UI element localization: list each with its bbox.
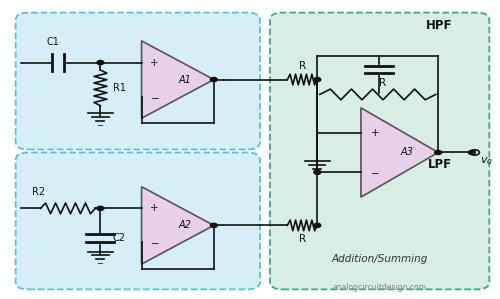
Circle shape xyxy=(97,60,104,65)
Text: A3: A3 xyxy=(401,147,413,158)
Text: R1: R1 xyxy=(113,83,126,93)
Text: HPF: HPF xyxy=(426,19,452,32)
Text: $-$: $-$ xyxy=(313,169,322,178)
Text: +: + xyxy=(370,128,379,138)
Text: analogcircuitdesign.com: analogcircuitdesign.com xyxy=(332,283,426,292)
Text: C1: C1 xyxy=(46,37,60,47)
Text: R: R xyxy=(299,234,306,244)
FancyBboxPatch shape xyxy=(16,13,260,150)
Text: $v_o$: $v_o$ xyxy=(480,155,494,167)
Text: C2: C2 xyxy=(113,233,126,243)
Text: R: R xyxy=(379,77,386,88)
Text: $-$: $-$ xyxy=(96,119,104,128)
Circle shape xyxy=(314,170,321,174)
Circle shape xyxy=(314,77,321,82)
Text: $-$: $-$ xyxy=(150,91,160,102)
Polygon shape xyxy=(142,187,214,264)
FancyBboxPatch shape xyxy=(16,152,260,289)
Text: R: R xyxy=(299,61,306,71)
Text: LPF: LPF xyxy=(428,158,452,171)
FancyBboxPatch shape xyxy=(270,13,490,289)
Polygon shape xyxy=(361,108,438,197)
Circle shape xyxy=(434,150,442,155)
Text: $-$: $-$ xyxy=(370,167,380,177)
Circle shape xyxy=(210,223,218,228)
Text: +: + xyxy=(150,203,159,213)
Text: Addition/Summing: Addition/Summing xyxy=(332,254,428,264)
Text: $-$: $-$ xyxy=(150,237,160,247)
Text: R2: R2 xyxy=(32,187,44,197)
Circle shape xyxy=(97,206,104,210)
Circle shape xyxy=(468,150,475,155)
Circle shape xyxy=(210,77,218,82)
Text: A1: A1 xyxy=(178,74,192,85)
Text: A2: A2 xyxy=(178,220,192,231)
Circle shape xyxy=(314,223,321,228)
Text: $-$: $-$ xyxy=(96,257,104,266)
Polygon shape xyxy=(142,41,214,118)
Text: +: + xyxy=(150,57,159,68)
